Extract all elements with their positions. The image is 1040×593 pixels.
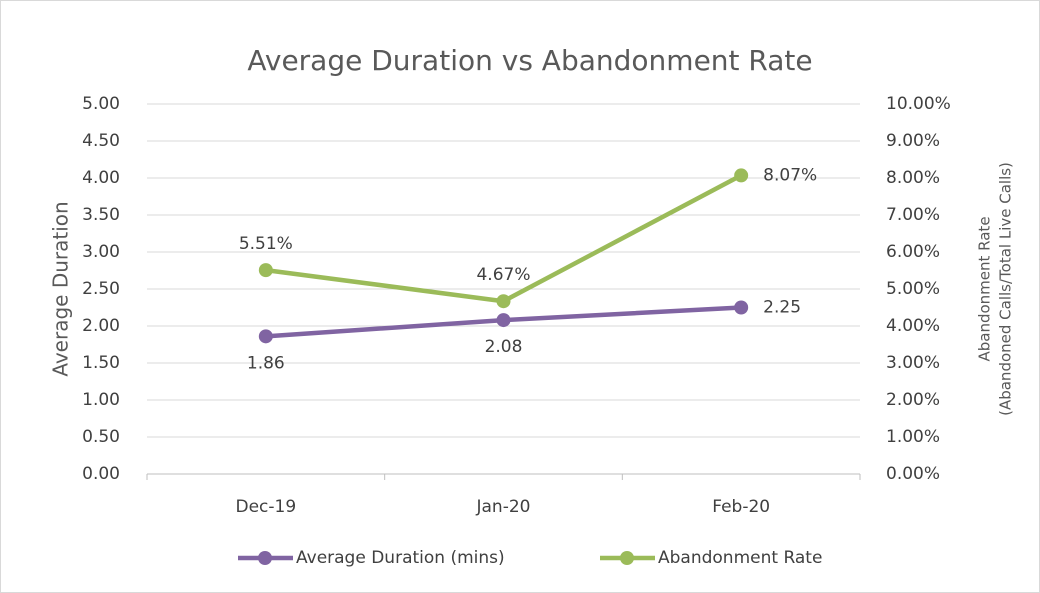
y2-tick-label: 0.00%: [886, 464, 940, 484]
chart-title: Average Duration vs Abandonment Rate: [247, 44, 812, 77]
series-marker: [258, 263, 273, 278]
y2-axis-label: Abandonment Rate: [976, 216, 994, 361]
series-marker: [496, 313, 511, 328]
y2-axis-label: (Abandoned Calls/Total Live Calls): [997, 162, 1015, 416]
data-label: 2.25: [763, 298, 801, 318]
y2-tick-label: 6.00%: [886, 242, 940, 262]
x-tick-label: Jan-20: [476, 497, 531, 517]
y-tick-label: 2.00: [82, 316, 120, 336]
y2-tick-label: 1.00%: [886, 427, 940, 447]
legend-marker: [620, 551, 634, 565]
y-tick-label: 5.00: [82, 94, 120, 114]
y2-tick-label: 5.00%: [886, 279, 940, 299]
legend-label: Abandonment Rate: [658, 548, 822, 568]
data-label: 2.08: [485, 337, 523, 357]
series-marker: [734, 168, 749, 183]
y-tick-label: 1.00: [82, 390, 120, 410]
y2-tick-label: 3.00%: [886, 353, 940, 373]
y-tick-label: 3.00: [82, 242, 120, 262]
y-tick-label: 4.00: [82, 168, 120, 188]
y2-tick-label: 7.00%: [886, 205, 940, 225]
y2-tick-label: 2.00%: [886, 390, 940, 410]
data-label: 4.67%: [476, 265, 530, 285]
y2-tick-label: 4.00%: [886, 316, 940, 336]
y-tick-label: 3.50: [82, 205, 120, 225]
data-label: 1.86: [247, 353, 285, 373]
y-tick-label: 0.50: [82, 427, 120, 447]
x-tick-label: Dec-19: [235, 497, 296, 517]
series-marker: [734, 300, 749, 315]
y-axis-label: Average Duration: [49, 201, 73, 376]
y-tick-label: 2.50: [82, 279, 120, 299]
data-label: 5.51%: [239, 234, 293, 254]
y2-tick-label: 9.00%: [886, 131, 940, 151]
series-marker: [258, 329, 273, 344]
y-tick-label: 1.50: [82, 353, 120, 373]
legend-label: Average Duration (mins): [296, 548, 505, 568]
legend-marker: [258, 551, 272, 565]
series-marker: [496, 294, 511, 309]
data-label: 8.07%: [763, 165, 817, 185]
y2-tick-label: 10.00%: [886, 94, 951, 114]
y-tick-label: 0.00: [82, 464, 120, 484]
x-tick-label: Feb-20: [712, 497, 770, 517]
y-tick-label: 4.50: [82, 131, 120, 151]
y2-tick-label: 8.00%: [886, 168, 940, 188]
